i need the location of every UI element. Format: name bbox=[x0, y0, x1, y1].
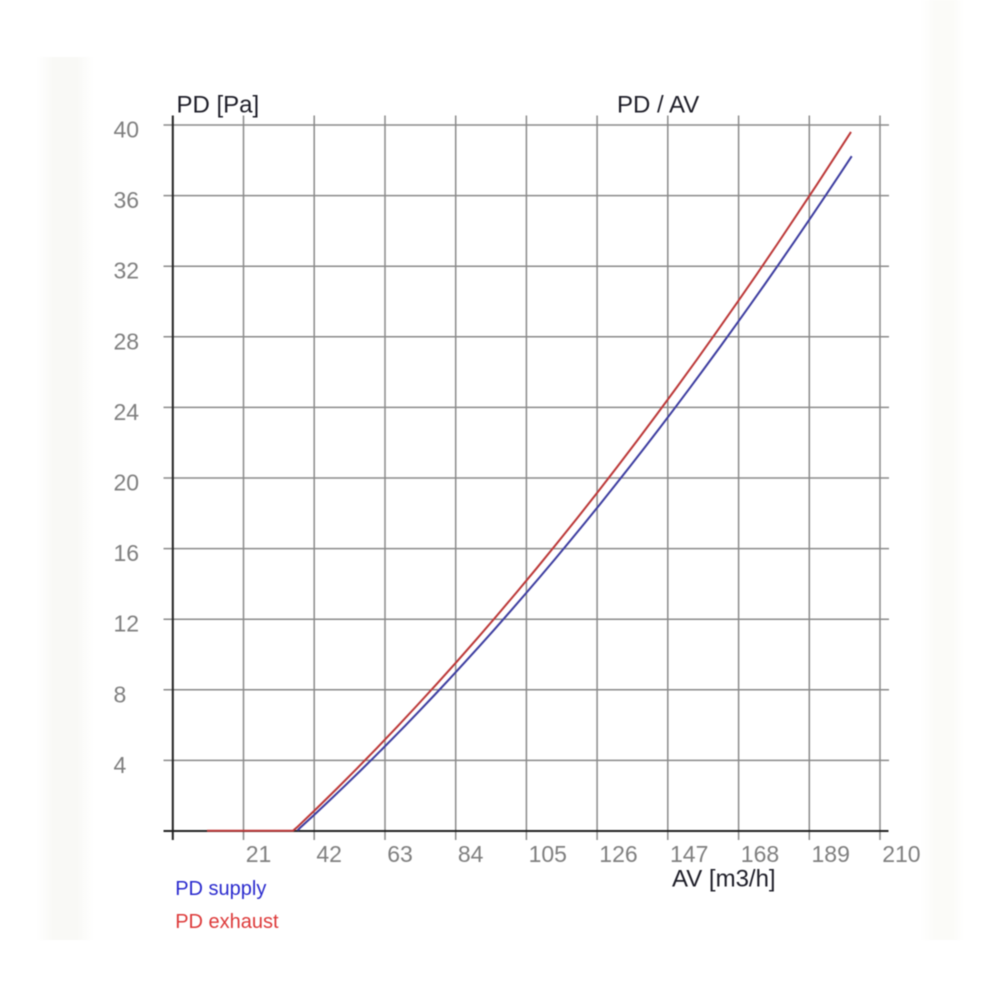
svg-text:PD [Pa]: PD [Pa] bbox=[177, 92, 260, 119]
svg-text:42: 42 bbox=[316, 841, 342, 867]
svg-text:84: 84 bbox=[458, 841, 484, 867]
svg-text:147: 147 bbox=[670, 841, 708, 867]
svg-text:PD / AV: PD / AV bbox=[617, 92, 699, 119]
svg-text:24: 24 bbox=[114, 399, 140, 425]
svg-text:168: 168 bbox=[741, 841, 779, 867]
svg-text:105: 105 bbox=[529, 841, 567, 867]
svg-text:20: 20 bbox=[114, 470, 140, 496]
svg-text:210: 210 bbox=[882, 841, 920, 867]
svg-text:8: 8 bbox=[114, 681, 127, 707]
svg-text:63: 63 bbox=[387, 841, 413, 867]
svg-text:PD exhaust: PD exhaust bbox=[175, 911, 279, 933]
svg-text:PD supply: PD supply bbox=[175, 878, 266, 900]
svg-text:40: 40 bbox=[114, 117, 140, 143]
svg-text:36: 36 bbox=[114, 187, 140, 213]
svg-text:16: 16 bbox=[114, 540, 140, 566]
svg-text:12: 12 bbox=[114, 611, 140, 637]
svg-text:189: 189 bbox=[812, 841, 850, 867]
svg-text:126: 126 bbox=[599, 841, 637, 867]
svg-text:AV [m3/h]: AV [m3/h] bbox=[672, 866, 776, 893]
svg-text:28: 28 bbox=[114, 328, 140, 354]
svg-text:21: 21 bbox=[246, 841, 272, 867]
svg-text:32: 32 bbox=[114, 258, 140, 284]
svg-text:4: 4 bbox=[114, 752, 127, 778]
